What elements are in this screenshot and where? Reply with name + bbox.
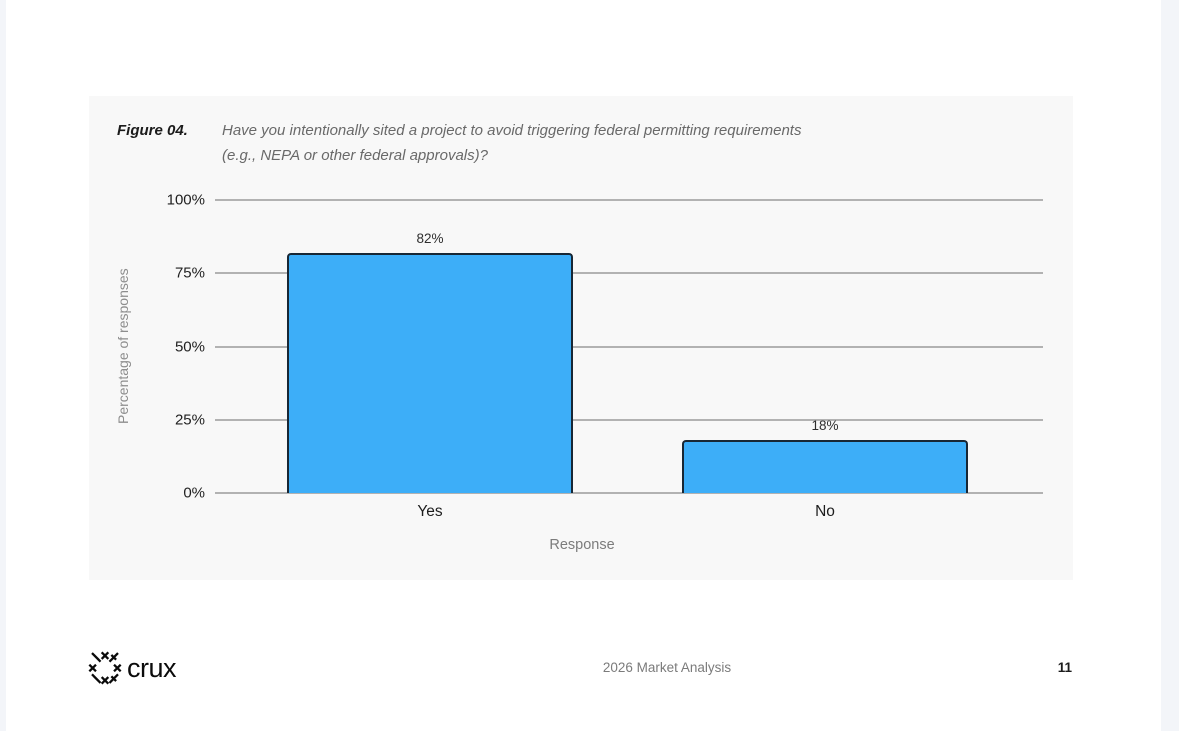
y-tick-25: 25%	[174, 411, 205, 429]
gridline-0	[215, 492, 1043, 494]
y-tick-0: 0%	[183, 484, 205, 502]
gridline-75	[215, 272, 1043, 275]
bar-chart-plot-area: 82% 18%	[215, 199, 1043, 494]
figure-question-line-2: (e.g., NEPA or other federal approvals)?	[222, 147, 488, 164]
gridline-50	[215, 345, 1043, 348]
figure-panel: Figure 04. Have you intentionally sited …	[89, 96, 1073, 580]
bar-group-no: 18%	[682, 200, 968, 493]
figure-label: Figure 04.	[117, 122, 188, 139]
bar-value-label-no: 18%	[811, 418, 839, 434]
figure-question-line-1: Have you intentionally sited a project t…	[222, 122, 802, 139]
figure-question: Have you intentionally sited a project t…	[222, 118, 801, 168]
gridline-25	[215, 418, 1043, 421]
x-axis-title: Response	[549, 537, 615, 553]
y-tick-75: 75%	[174, 264, 205, 282]
bar-value-label-yes: 82%	[416, 230, 444, 246]
bar-yes	[287, 252, 573, 493]
y-tick-50: 50%	[174, 338, 205, 355]
y-tick-100: 100%	[166, 191, 205, 209]
footer-document-title: 2026 Market Analysis	[602, 660, 732, 675]
left-edge-strip	[0, 0, 6, 731]
gridline-100	[215, 199, 1043, 201]
brand-wordmark: crux	[127, 652, 177, 683]
figure-title: Figure 04. Have you intentionally sited …	[117, 118, 801, 168]
y-axis-tick-labels: 100% 75% 50% 25% 0%	[109, 192, 210, 502]
x-tick-yes: Yes	[417, 503, 443, 520]
x-tick-no: No	[815, 503, 835, 520]
page-number: 11	[1057, 660, 1072, 675]
bar-group-yes: 82%	[287, 200, 573, 493]
right-edge-strip	[1161, 0, 1179, 731]
brand-logo: crux	[86, 649, 177, 687]
bar-no	[682, 440, 968, 493]
crux-logo-icon	[86, 649, 124, 687]
